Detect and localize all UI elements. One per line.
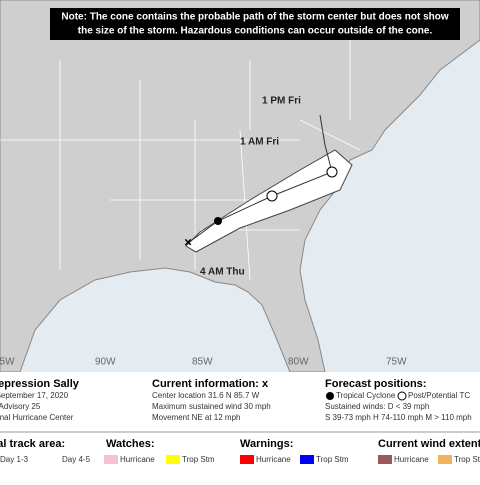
watch-item: Hurricane — [120, 455, 155, 464]
forecast-symbol: Tropical Cyclone — [336, 391, 396, 400]
swatch — [300, 455, 314, 464]
forecast-cone — [185, 149, 353, 253]
longitude-label: 85W — [192, 357, 213, 368]
tc-position — [214, 217, 222, 225]
ptc-symbol — [397, 391, 407, 401]
current-title: Current information: x — [152, 378, 269, 390]
track-item: Day 1-3 — [0, 455, 29, 464]
current-line: Center location 31.6 N 85.7 W — [152, 391, 260, 400]
storm-advisory: 4 AM CDT Advisory 25 — [0, 402, 41, 411]
watch-item: Trop Stm — [182, 455, 215, 464]
swatch — [438, 455, 452, 464]
longitude-label: 80W — [288, 357, 309, 368]
forecast-line: Sustained winds: D < 39 mph — [325, 402, 429, 411]
longitude-label: 95W — [0, 357, 15, 368]
forecast-title: Forecast positions: — [325, 378, 426, 390]
longitude-label: 75W — [386, 357, 407, 368]
wind-item: Trop Stm — [454, 455, 480, 464]
current-position: × — [184, 234, 192, 249]
swatch — [104, 455, 118, 464]
warning-item: Hurricane — [256, 455, 291, 464]
watches-title: Watches: — [106, 438, 155, 450]
forecast-line: S 39-73 mph H 74-110 mph M > 110 mph — [325, 413, 472, 422]
forecast-symbol: Post/Potential TC — [408, 391, 470, 400]
note-line: the size of the storm. Hazardous conditi… — [78, 26, 433, 37]
ptc-position — [266, 190, 278, 202]
wind-item: Hurricane — [394, 455, 429, 464]
time-label: 4 AM Thu — [200, 267, 245, 278]
track-title: Potential track area: — [0, 438, 65, 450]
note-line: Note: The cone contains the probable pat… — [61, 12, 448, 23]
track-item: Day 4-5 — [62, 455, 91, 464]
storm-date: Thursday September 17, 2020 — [0, 391, 69, 400]
warning-item: Trop Stm — [316, 455, 349, 464]
track-line — [187, 114, 333, 244]
swatch — [240, 455, 254, 464]
tc-symbol — [326, 392, 334, 400]
swatch — [378, 455, 392, 464]
current-line: Movement NE at 12 mph — [152, 413, 240, 422]
current-line: Maximum sustained wind 30 mph — [152, 402, 271, 411]
storm-source: NWS National Hurricane Center — [0, 413, 74, 422]
warnings-title: Warnings: — [240, 438, 293, 450]
longitude-label: 90W — [95, 357, 116, 368]
time-label: 1 PM Fri — [262, 96, 301, 107]
storm-name: Tropical Depression Sally — [0, 378, 80, 390]
ptc-position — [326, 166, 338, 178]
note-box — [50, 8, 460, 40]
wind-title: Current wind extent: — [378, 438, 480, 450]
time-label: 1 AM Fri — [240, 137, 279, 148]
swatch — [166, 455, 180, 464]
